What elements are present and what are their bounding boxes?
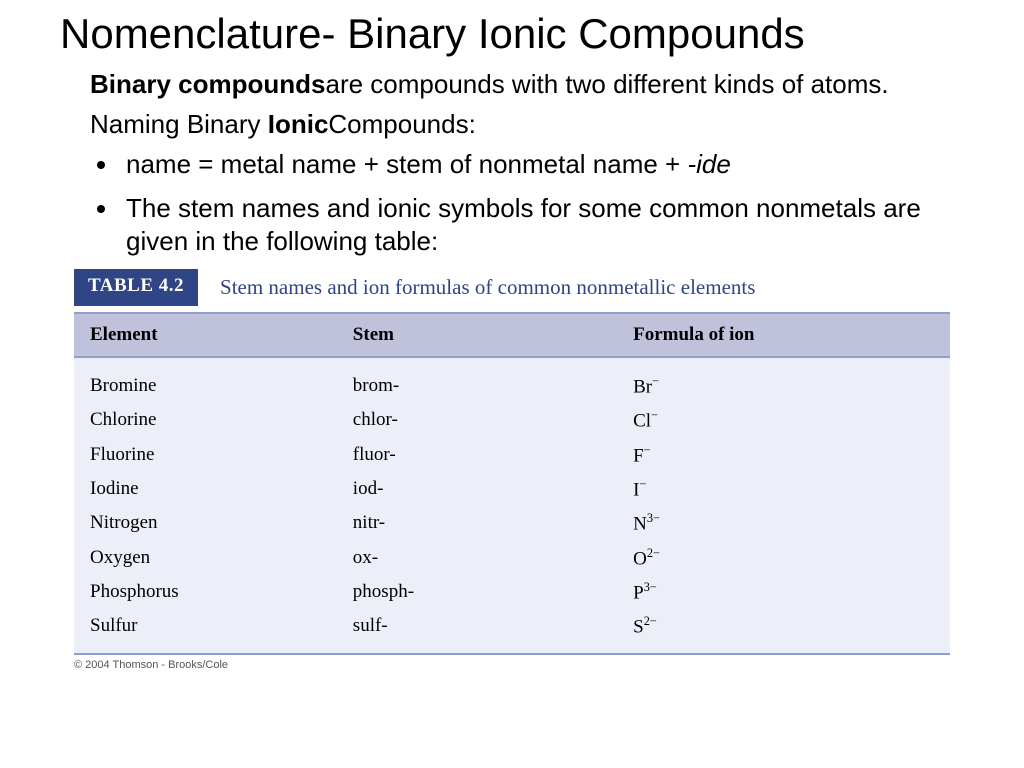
cell-element: Fluorine — [74, 438, 337, 472]
cell-stem: brom- — [337, 357, 617, 403]
cell-stem: ox- — [337, 541, 617, 575]
cell-stem: iod- — [337, 472, 617, 506]
col-element: Element — [74, 313, 337, 357]
cell-stem: sulf- — [337, 609, 617, 653]
col-formula: Formula of ion — [617, 313, 950, 357]
table-row: Chlorinechlor-Cl− — [74, 403, 950, 437]
cell-element: Phosphorus — [74, 575, 337, 609]
table-row: Fluorinefluor-F− — [74, 438, 950, 472]
definition-rest: are compounds with two different kinds o… — [325, 69, 888, 99]
cell-element: Iodine — [74, 472, 337, 506]
cell-formula: P3− — [617, 575, 950, 609]
cell-element: Bromine — [74, 357, 337, 403]
table-row: Brominebrom-Br− — [74, 357, 950, 403]
subhead-pre: Naming Binary — [90, 109, 268, 139]
cell-formula: I− — [617, 472, 950, 506]
table-row: Phosphorusphosph-P3− — [74, 575, 950, 609]
table-row: Iodineiod-I− — [74, 472, 950, 506]
table-row: Oxygenox-O2− — [74, 541, 950, 575]
table-row: Sulfursulf-S2− — [74, 609, 950, 653]
bullet-italic: -ide — [687, 149, 730, 179]
subheading: Naming Binary IonicCompounds: — [90, 109, 984, 140]
cell-formula: S2− — [617, 609, 950, 653]
subhead-post: Compounds: — [328, 109, 475, 139]
bullet-list: name = metal name + stem of nonmetal nam… — [120, 148, 984, 258]
cell-element: Nitrogen — [74, 506, 337, 540]
cell-formula: Cl− — [617, 403, 950, 437]
nonmetals-table: Element Stem Formula of ion Brominebrom-… — [74, 312, 950, 655]
table-container: TABLE 4.2 Stem names and ion formulas of… — [74, 269, 950, 655]
table-row: Nitrogennitr-N3− — [74, 506, 950, 540]
cell-element: Sulfur — [74, 609, 337, 653]
subhead-bold: Ionic — [268, 109, 329, 139]
table-title-row: TABLE 4.2 Stem names and ion formulas of… — [74, 269, 950, 306]
table-caption: Stem names and ion formulas of common no… — [198, 269, 755, 306]
cell-stem: phosph- — [337, 575, 617, 609]
cell-formula: F− — [617, 438, 950, 472]
page-title: Nomenclature- Binary Ionic Compounds — [60, 10, 984, 58]
table-header-row: Element Stem Formula of ion — [74, 313, 950, 357]
cell-element: Oxygen — [74, 541, 337, 575]
bullet-text: name = metal name + stem of nonmetal nam… — [126, 149, 687, 179]
cell-stem: fluor- — [337, 438, 617, 472]
bullet-item: The stem names and ionic symbols for som… — [120, 192, 984, 257]
cell-stem: nitr- — [337, 506, 617, 540]
bullet-text: The stem names and ionic symbols for som… — [126, 193, 921, 256]
definition-term: Binary compounds — [90, 69, 325, 99]
table-badge: TABLE 4.2 — [74, 269, 198, 306]
cell-formula: O2− — [617, 541, 950, 575]
col-stem: Stem — [337, 313, 617, 357]
bullet-item: name = metal name + stem of nonmetal nam… — [120, 148, 984, 181]
cell-stem: chlor- — [337, 403, 617, 437]
cell-formula: Br− — [617, 357, 950, 403]
cell-element: Chlorine — [74, 403, 337, 437]
cell-formula: N3− — [617, 506, 950, 540]
copyright-text: © 2004 Thomson - Brooks/Cole — [74, 659, 984, 671]
definition-line: Binary compoundsare compounds with two d… — [90, 68, 984, 101]
